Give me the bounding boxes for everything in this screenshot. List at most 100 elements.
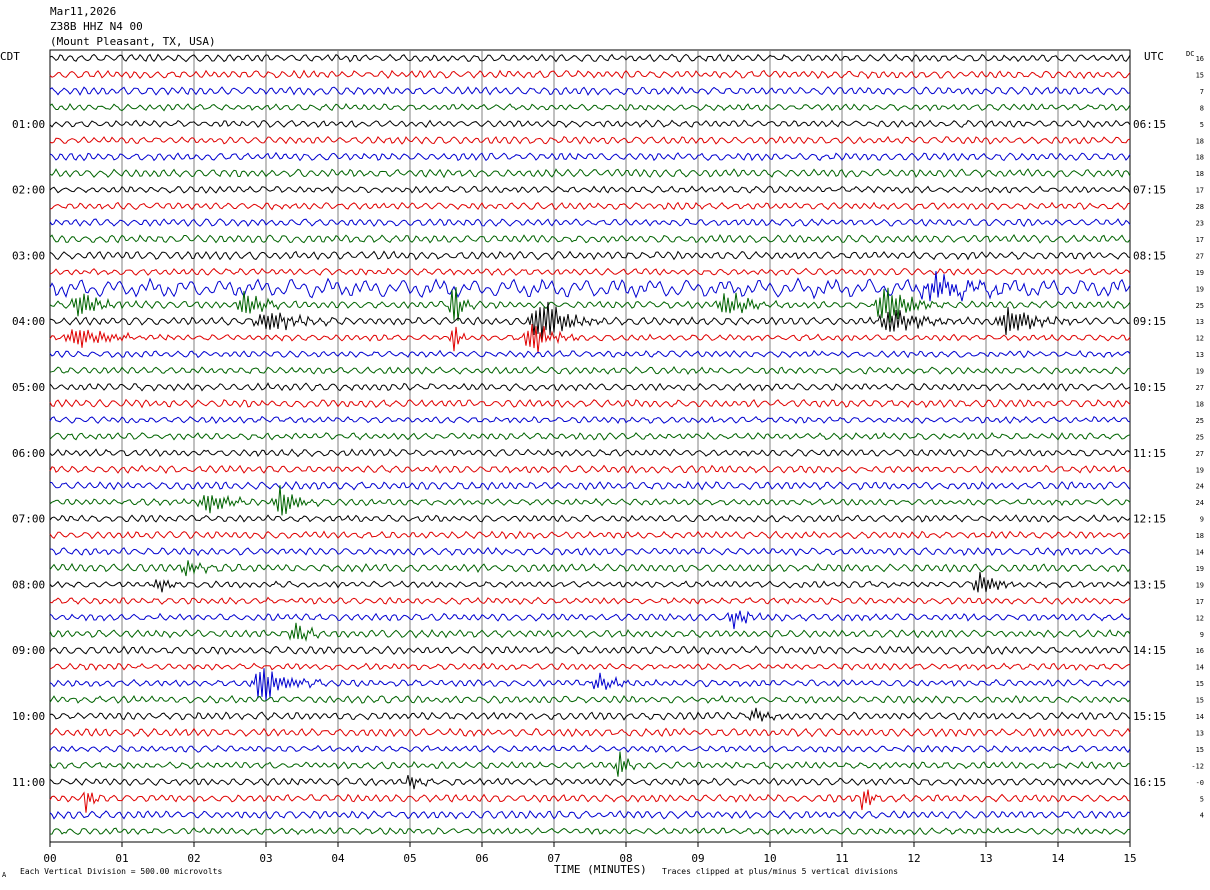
trace-blue-22 bbox=[49, 415, 1131, 425]
left-hour-label: 07:00 bbox=[12, 513, 45, 526]
trace-red-25 bbox=[49, 464, 1131, 474]
trace-red-45 bbox=[49, 789, 1131, 813]
dc-offset-label: 17 bbox=[1196, 187, 1204, 195]
trace-black-0 bbox=[49, 53, 1131, 63]
dc-offset-label: 14 bbox=[1196, 713, 1204, 721]
dc-offset-label: 19 bbox=[1196, 581, 1204, 589]
trace-blue-2 bbox=[49, 86, 1131, 96]
trace-red-21 bbox=[49, 398, 1131, 409]
dc-offset-label: 28 bbox=[1196, 203, 1204, 211]
x-tick-label: 12 bbox=[907, 852, 920, 865]
trace-green-43 bbox=[49, 751, 1130, 777]
trace-blue-46 bbox=[49, 809, 1131, 820]
trace-green-11 bbox=[49, 234, 1131, 244]
trace-black-16 bbox=[49, 301, 1131, 340]
right-hour-label: 12:15 bbox=[1133, 513, 1166, 526]
left-hour-label: 03:00 bbox=[12, 249, 45, 262]
x-tick-label: 07 bbox=[547, 852, 560, 865]
trace-black-28 bbox=[49, 514, 1131, 523]
dc-offset-label: 24 bbox=[1196, 499, 1204, 507]
dc-offset-label: 15 bbox=[1196, 71, 1204, 79]
x-tick-label: 14 bbox=[1051, 852, 1065, 865]
trace-black-36 bbox=[49, 645, 1131, 655]
dc-offset-label: 13 bbox=[1196, 318, 1204, 326]
right-hour-label: 13:15 bbox=[1133, 578, 1166, 591]
left-hour-label: 01:00 bbox=[12, 118, 45, 131]
dc-offset-label: 13 bbox=[1196, 351, 1204, 359]
trace-green-39 bbox=[49, 694, 1131, 705]
x-tick-label: 04 bbox=[331, 852, 345, 865]
trace-black-24 bbox=[49, 448, 1131, 458]
trace-red-17 bbox=[49, 323, 1131, 354]
dc-offset-label: 27 bbox=[1196, 450, 1204, 458]
trace-black-32 bbox=[49, 571, 1131, 593]
dc-offset-label: 8 bbox=[1200, 104, 1204, 112]
trace-black-40 bbox=[49, 707, 1131, 722]
dc-offset-label: -12 bbox=[1191, 762, 1204, 770]
dc-offset-label: 13 bbox=[1196, 729, 1204, 737]
trace-green-19 bbox=[49, 366, 1131, 376]
dc-offset-label: 18 bbox=[1196, 532, 1204, 540]
dc-offset-label: 18 bbox=[1196, 170, 1204, 178]
trace-blue-14 bbox=[49, 271, 1131, 302]
dc-offset-label: 14 bbox=[1196, 549, 1204, 557]
dc-offset-label: 12 bbox=[1196, 614, 1204, 622]
dc-offset-label: 9 bbox=[1200, 516, 1204, 524]
trace-red-5 bbox=[49, 135, 1131, 145]
header-station: Z38B HHZ N4 00 bbox=[50, 20, 143, 33]
dc-offset-label: 7 bbox=[1200, 88, 1204, 96]
trace-blue-18 bbox=[49, 349, 1131, 359]
plot-frame bbox=[49, 49, 1131, 843]
trace-red-33 bbox=[49, 596, 1131, 606]
trace-green-23 bbox=[49, 431, 1131, 441]
dc-offset-label: 18 bbox=[1196, 400, 1204, 408]
dc-offset-label: 9 bbox=[1200, 631, 1204, 639]
left-hour-label: 10:00 bbox=[12, 710, 45, 723]
dc-offset-label: 15 bbox=[1196, 746, 1204, 754]
right-hour-label: 10:15 bbox=[1133, 381, 1166, 394]
trace-blue-6 bbox=[49, 151, 1131, 162]
dc-offset-label: 19 bbox=[1196, 466, 1204, 474]
trace-blue-10 bbox=[49, 218, 1131, 228]
right-hour-label: 07:15 bbox=[1133, 184, 1166, 197]
trace-green-47 bbox=[49, 827, 1131, 836]
x-axis-label: TIME (MINUTES) bbox=[554, 863, 647, 876]
dc-offset-label: 15 bbox=[1196, 680, 1204, 688]
dc-offset-label: 25 bbox=[1196, 433, 1204, 441]
trace-red-29 bbox=[49, 530, 1131, 540]
x-tick-label: 03 bbox=[259, 852, 272, 865]
trace-green-3 bbox=[49, 102, 1131, 112]
dc-offset-label: 12 bbox=[1196, 335, 1204, 343]
dc-offset-label: 27 bbox=[1196, 384, 1204, 392]
dc-offset-label: 16 bbox=[1196, 55, 1204, 63]
dc-offset-label: 18 bbox=[1196, 137, 1204, 145]
trace-blue-26 bbox=[49, 480, 1131, 491]
dc-offset-label: 25 bbox=[1196, 417, 1204, 425]
dc-offset-label: 5 bbox=[1200, 121, 1204, 129]
right-hour-label: 06:15 bbox=[1133, 118, 1166, 131]
right-hour-label: 14:15 bbox=[1133, 644, 1166, 657]
right-hour-label: 11:15 bbox=[1133, 447, 1166, 460]
dc-offset-label: 5 bbox=[1200, 795, 1204, 803]
right-hour-label: 08:15 bbox=[1133, 249, 1166, 262]
footer-left-mark: A bbox=[2, 871, 7, 879]
left-hour-label: 05:00 bbox=[12, 381, 45, 394]
left-hour-label: 08:00 bbox=[12, 578, 45, 591]
x-tick-label: 01 bbox=[115, 852, 128, 865]
trace-black-20 bbox=[49, 382, 1131, 392]
left-hour-label: 09:00 bbox=[12, 644, 45, 657]
left-hour-label: 02:00 bbox=[12, 184, 45, 197]
trace-red-9 bbox=[49, 201, 1131, 211]
x-tick-label: 06 bbox=[475, 852, 488, 865]
trace-red-1 bbox=[49, 69, 1131, 80]
right-hour-label: 09:15 bbox=[1133, 315, 1166, 328]
x-tick-label: 10 bbox=[763, 852, 776, 865]
left-hour-label: 06:00 bbox=[12, 447, 45, 460]
left-timezone-label: CDT bbox=[0, 50, 20, 63]
trace-black-12 bbox=[49, 250, 1131, 261]
x-tick-label: 11 bbox=[835, 852, 848, 865]
dc-offset-label: 18 bbox=[1196, 154, 1204, 162]
trace-blue-38 bbox=[49, 668, 1131, 701]
trace-red-37 bbox=[49, 662, 1131, 671]
trace-black-44 bbox=[49, 774, 1131, 790]
